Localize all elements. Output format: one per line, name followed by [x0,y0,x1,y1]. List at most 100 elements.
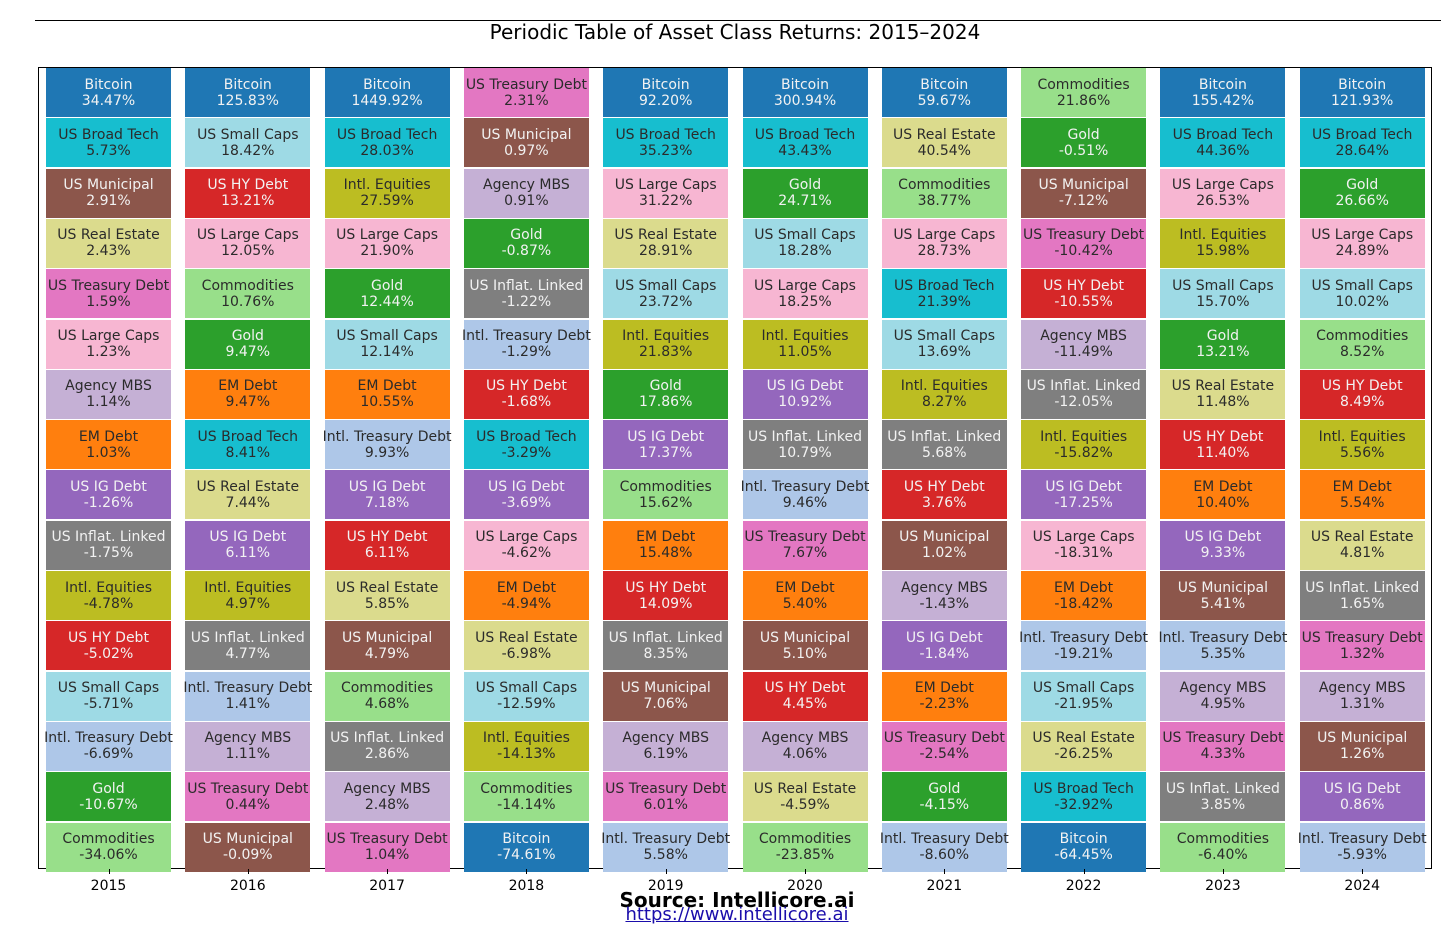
asset-name: US IG Debt [1045,478,1122,495]
table-cell: Gold 17.86% [603,369,729,419]
asset-name: US Inflat. Linked [469,277,584,294]
asset-name: EM Debt [218,378,278,395]
table-cell: US Broad Tech 44.36% [1160,118,1286,168]
asset-return: 21.90% [360,243,414,260]
table-cell: US Municipal 1.26% [1299,721,1425,771]
asset-name: US Real Estate [1032,730,1135,747]
x-tick-label: 2023 [1205,878,1241,894]
asset-name: Intl. Equities [1040,428,1128,445]
asset-name: EM Debt [636,529,696,546]
asset-return: 17.37% [638,444,693,461]
asset-return: 26.53% [1196,193,1250,210]
table-cell: EM Debt 5.40% [742,571,868,620]
table-cell: Commodities 38.77% [881,168,1007,218]
table-frame [38,67,1432,869]
table-cell: US Inflat. Linked -1.22% [463,269,589,319]
asset-return: -1.68% [501,394,552,411]
table-cell: US Treasury Debt 1.04% [324,822,450,872]
asset-name: US Large Caps [196,227,299,244]
asset-return: 11.05% [778,344,832,360]
asset-return: 9.46% [782,494,828,511]
table-cell: US Municipal -0.09% [185,822,311,872]
asset-return: 27.59% [360,193,414,210]
table-cell: US Small Caps 18.28% [742,218,868,268]
table-cell: Intl. Equities -4.78% [46,571,171,620]
table-cell: US Treasury Debt 1.59% [46,269,171,319]
asset-name: EM Debt [496,579,556,596]
asset-return: -4.94% [501,595,552,612]
asset-return: 1.02% [922,545,967,562]
asset-name: EM Debt [1054,579,1114,596]
asset-return: 3.76% [922,494,967,511]
table-cell: Agency MBS 1.14% [46,369,171,419]
asset-return: 121.93% [1331,92,1394,109]
asset-return: 9.47% [225,344,271,360]
asset-return: -2.23% [919,696,970,713]
table-cell: Commodities 4.68% [324,671,450,721]
asset-return: 10.76% [221,293,275,310]
asset-name: US Real Estate [57,227,160,244]
asset-return: 15.48% [638,545,693,562]
asset-name: US Municipal [341,629,433,646]
asset-return: 11.40% [1196,444,1250,461]
asset-name: Intl. Treasury Debt [1019,629,1149,646]
table-cell: US Inflat. Linked 8.35% [603,621,729,671]
asset-name: Intl. Equities [482,730,570,747]
asset-return: 17.86% [638,394,693,411]
table-cell: Intl. Equities 4.97% [185,571,311,620]
table-cell: Intl. Treasury Debt 1.41% [183,671,312,721]
asset-return: 59.67% [917,92,971,109]
asset-name: Intl. Treasury Debt [1158,629,1288,646]
table-cell: US HY Debt 13.21% [185,168,311,218]
table-cell: Intl. Treasury Debt -19.21% [1019,621,1149,671]
asset-return: 35.23% [638,142,693,159]
asset-return: 10.02% [1335,293,1389,310]
table-cell: Commodities -14.14% [463,772,589,822]
asset-return: 12.14% [360,344,414,360]
asset-return: 6.11% [364,545,410,562]
table-cell: Intl. Treasury Debt -6.69% [44,721,173,771]
asset-return: -21.95% [1054,696,1113,713]
asset-return: 4.95% [1200,696,1246,713]
table-cell: US Treasury Debt -2.54% [881,721,1007,771]
asset-name: Bitcoin [1338,76,1387,93]
table-cell: US Large Caps 12.05% [185,218,311,268]
asset-return: 0.97% [504,142,549,159]
asset-return: -11.49% [1054,344,1113,360]
asset-name: US Real Estate [893,126,996,143]
asset-return: 1.03% [86,444,131,461]
table-cell: US Small Caps 12.14% [324,319,450,369]
source-link[interactable]: https://www.intellicore.ai [625,904,849,925]
table-cell: Bitcoin -74.61% [463,822,589,872]
asset-return: 155.42% [1191,92,1255,109]
asset-return: 300.94% [773,92,837,109]
table-cell: EM Debt 15.48% [603,520,729,570]
table-cell: US Real Estate -26.25% [1021,721,1147,771]
asset-name: Intl. Treasury Debt [879,831,1009,847]
asset-return: 5.41% [1200,595,1246,612]
asset-return: -0.87% [501,243,552,260]
asset-return: -19.21% [1054,645,1113,662]
table-cell: Intl. Treasury Debt 9.46% [741,470,869,520]
table-cell: US Broad Tech -3.29% [463,420,589,470]
asset-name: EM Debt [357,378,417,395]
table-cell: EM Debt -18.42% [1021,571,1147,620]
asset-return: -26.25% [1054,746,1113,763]
table-cell: Intl. Treasury Debt 9.93% [323,420,452,470]
asset-return: 9.33% [1200,545,1246,562]
asset-return: 6.19% [643,746,688,763]
table-cell: US HY Debt -5.02% [46,621,171,671]
asset-name: US HY Debt [1182,428,1264,445]
table-cell: US Real Estate 11.48% [1160,369,1286,419]
asset-return: -12.59% [497,696,556,713]
asset-return: -4.62% [501,545,552,562]
table-cell: US Municipal 2.91% [46,168,171,218]
table-cell: US Municipal 7.06% [603,671,729,721]
table-cell: US HY Debt 4.45% [742,671,868,721]
asset-name: US Real Estate [475,629,578,646]
asset-return: 125.83% [216,92,279,109]
asset-name: US Treasury Debt [326,831,448,847]
table-cell: US IG Debt -17.25% [1021,470,1147,520]
x-tick-label: 2024 [1344,878,1380,894]
asset-return: -18.42% [1054,595,1113,612]
